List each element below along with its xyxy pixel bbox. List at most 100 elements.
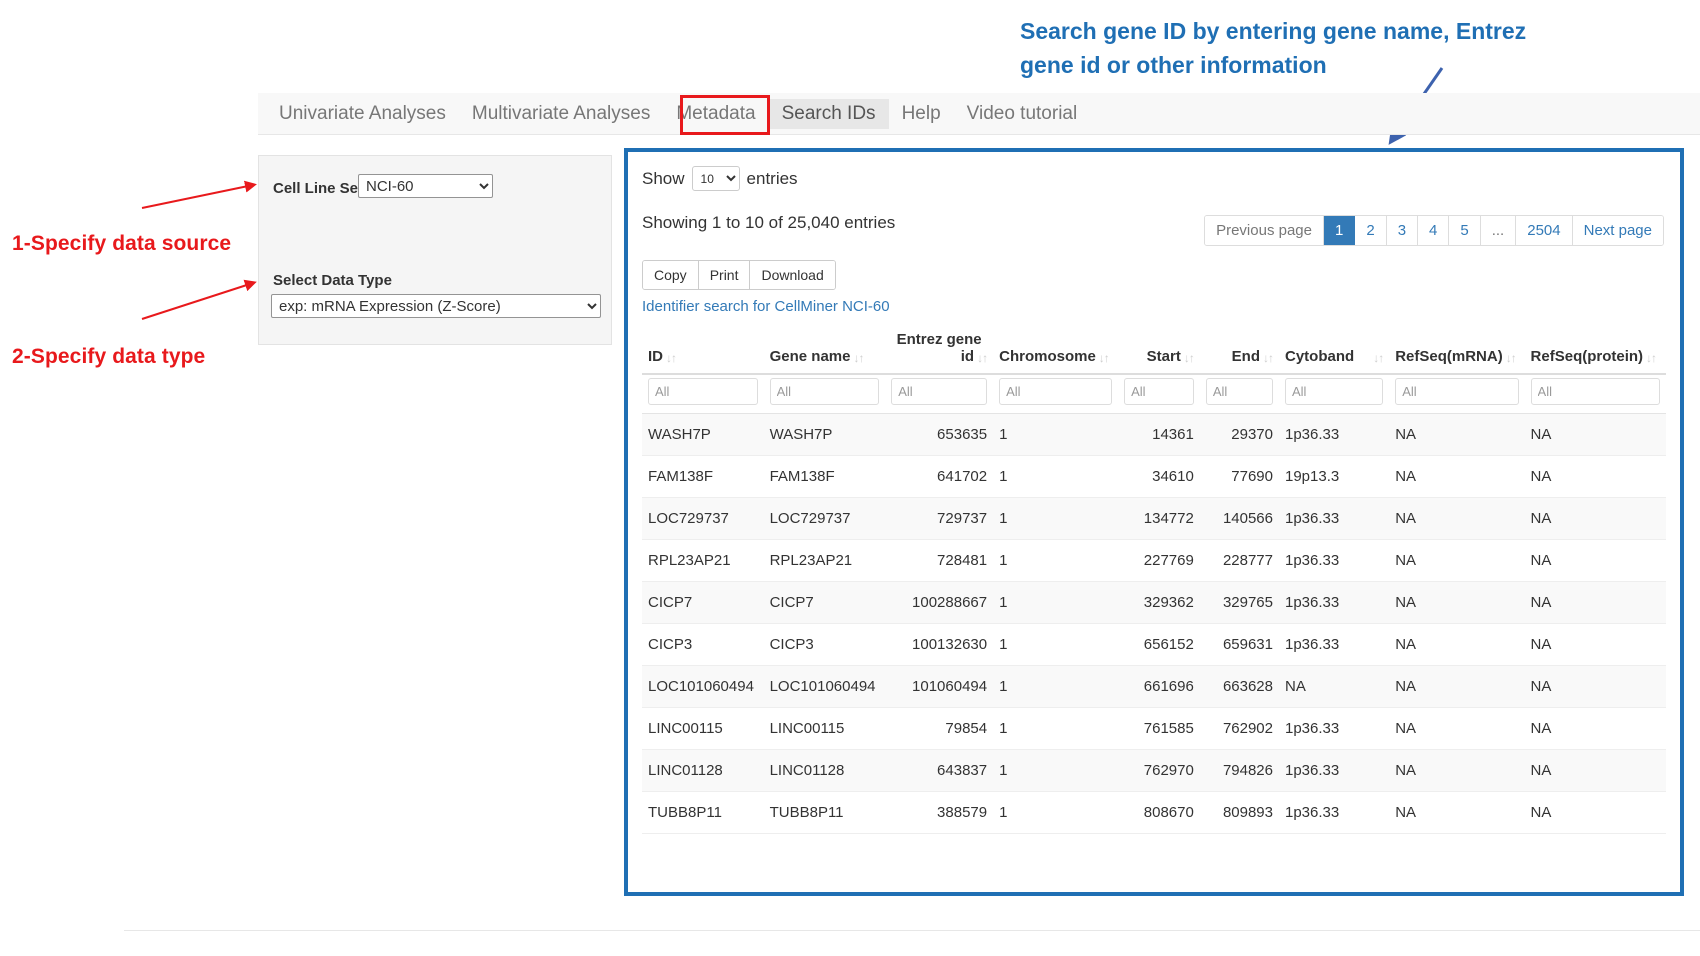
col-header-refseq-protein[interactable]: RefSeq(protein) ↓↑ [1524, 327, 1666, 375]
col-header-cytoband[interactable]: Cytoband ↓↑ [1279, 327, 1390, 375]
table-cell: 140566 [1199, 497, 1279, 540]
table-cell: 641702 [885, 455, 994, 498]
table-cell: LINC01128 [763, 749, 886, 792]
table-body: WASH7P WASH7P 653635 1 14361 29370 1p36.33 NA NA… [642, 413, 1666, 834]
filter-input-entrez-gene-id[interactable] [891, 378, 988, 405]
table-cell: 1 [993, 413, 1119, 456]
sidebar-panel: Cell Line Set NCI-60 Select Data Type ex… [258, 155, 612, 345]
table-cell: NA [1524, 413, 1666, 456]
table-cell: NA [1524, 707, 1666, 750]
sort-icon: ↓↑ [1098, 351, 1110, 365]
nav-item-search-ids[interactable]: Search IDs [768, 98, 889, 129]
search-ids-panel: Show 10 entries Showing 1 to 10 of 25,04… [624, 148, 1684, 896]
table-row[interactable]: WASH7P WASH7P 653635 1 14361 29370 1p36.33 NA NA [642, 413, 1666, 456]
table-cell: 762970 [1118, 749, 1200, 792]
table-row[interactable]: FAM138F FAM138F 641702 1 34610 77690 19p13.3 NA… [642, 455, 1666, 498]
table-cell: NA [1524, 791, 1666, 834]
table-cell: 1p36.33 [1279, 791, 1390, 834]
pagination-last-page[interactable]: 2504 [1516, 216, 1573, 245]
table-row[interactable]: LOC101060494 LOC101060494 101060494 1 661696… [642, 665, 1666, 708]
table-cell: 227769 [1118, 539, 1200, 582]
sort-icon: ↓↑ [666, 351, 677, 365]
table-row[interactable]: CICP7 CICP7 100288667 1 329362 329765 1p36.33 N… [642, 581, 1666, 624]
table-cell: 762902 [1199, 707, 1279, 750]
pagination-page-4[interactable]: 4 [1418, 216, 1450, 245]
identifier-search-link[interactable]: Identifier search for CellMiner NCI-60 [642, 298, 890, 315]
print-button[interactable]: Print [698, 261, 751, 289]
pagination-page-5[interactable]: 5 [1449, 216, 1481, 245]
table-cell: 1p36.33 [1279, 413, 1390, 456]
nav-item-help[interactable]: Help [901, 102, 941, 124]
showing-entries-info: Showing 1 to 10 of 25,040 entries [642, 213, 896, 232]
table-cell: NA [1524, 749, 1666, 792]
filter-cell-chromosome [993, 374, 1119, 414]
cell-line-set-label: Cell Line Set [273, 180, 364, 197]
table-cell: LINC00115 [642, 707, 764, 750]
copy-button[interactable]: Copy [643, 261, 699, 289]
table-cell: 1p36.33 [1279, 581, 1390, 624]
results-table-wrapper: ID ↓↑ Gene name ↓↑ Entrez gene id ↓↑ Chromo… [642, 327, 1666, 834]
pagination-next[interactable]: Next page [1572, 216, 1663, 245]
col-header-end[interactable]: End ↓↑ [1199, 327, 1279, 375]
top-annotation-line2: gene id or other information [1020, 52, 1327, 78]
table-row[interactable]: LOC729737 LOC729737 729737 1 134772 140566 1p3… [642, 497, 1666, 540]
col-header-refseq-mrna[interactable]: RefSeq(mRNA) ↓↑ [1389, 327, 1525, 375]
table-cell: NA [1524, 497, 1666, 540]
filter-input-id[interactable] [648, 378, 758, 405]
table-cell: 663628 [1199, 665, 1279, 708]
filter-input-cytoband[interactable] [1285, 378, 1384, 405]
pagination-page-2[interactable]: 2 [1355, 216, 1387, 245]
filter-input-end[interactable] [1205, 378, 1273, 405]
filter-input-start[interactable] [1124, 378, 1194, 405]
table-cell: 659631 [1199, 623, 1279, 666]
table-cell: 1 [993, 581, 1119, 624]
table-cell: CICP7 [642, 581, 764, 624]
table-cell: 1p36.33 [1279, 623, 1390, 666]
table-cell: 14361 [1118, 413, 1200, 456]
filter-cell-gene-name [763, 374, 886, 414]
table-cell: NA [1524, 539, 1666, 582]
entries-label: entries [746, 168, 798, 188]
filter-input-gene-name[interactable] [769, 378, 880, 405]
table-cell: 1p36.33 [1279, 497, 1390, 540]
sort-icon: ↓↑ [1263, 351, 1274, 365]
sort-icon: ↓↑ [1183, 351, 1195, 365]
table-row[interactable]: TUBB8P11 TUBB8P11 388579 1 808670 809893 1p36.… [642, 791, 1666, 834]
col-header-start[interactable]: Start ↓↑ [1118, 327, 1200, 375]
download-button[interactable]: Download [750, 261, 835, 289]
filter-input-refseq-mrna[interactable] [1395, 378, 1519, 405]
nav-item-univariate-analyses[interactable]: Univariate Analyses [279, 102, 446, 124]
pagination-page-3[interactable]: 3 [1386, 216, 1419, 245]
table-cell: NA [1524, 455, 1666, 498]
table-row[interactable]: LINC01128 LINC01128 643837 1 762970 794826 1p3… [642, 749, 1666, 792]
cell-line-set-select[interactable]: NCI-60 [358, 174, 493, 198]
table-row[interactable]: RPL23AP21 RPL23AP21 728481 1 227769 228777 1p3… [642, 539, 1666, 582]
data-type-select[interactable]: exp: mRNA Expression (Z-Score) [271, 294, 601, 318]
table-cell: 643837 [885, 749, 994, 792]
nav-item-metadata[interactable]: Metadata [676, 102, 756, 124]
col-header-entrez-gene-id[interactable]: Entrez gene id ↓↑ [885, 327, 994, 375]
pagination-page-1[interactable]: 1 [1324, 216, 1356, 245]
select-data-type-label: Select Data Type [273, 272, 392, 289]
pagination-previous[interactable]: Previous page [1205, 216, 1324, 245]
table-row[interactable]: CICP3 CICP3 100132630 1 656152 659631 1p36.33 N… [642, 623, 1666, 666]
table-cell: 809893 [1199, 791, 1279, 834]
nav-item-multivariate-analyses[interactable]: Multivariate Analyses [471, 102, 651, 124]
table-cell: NA [1524, 665, 1666, 708]
filter-input-chromosome[interactable] [999, 378, 1113, 405]
col-header-id[interactable]: ID ↓↑ [642, 327, 764, 375]
table-cell: 1 [993, 707, 1119, 750]
table-cell: NA [1389, 665, 1525, 708]
nav-item-video-tutorial[interactable]: Video tutorial [966, 102, 1078, 124]
sort-icon: ↓↑ [977, 351, 988, 365]
page-length-select[interactable]: 10 [691, 166, 740, 191]
table-cell: 794826 [1199, 749, 1279, 792]
table-row[interactable]: LINC00115 LINC00115 79854 1 761585 762902 1p36… [642, 707, 1666, 750]
table-cell: 77690 [1199, 455, 1279, 498]
col-header-chromosome[interactable]: Chromosome ↓↑ [993, 327, 1119, 375]
table-cell: 19p13.3 [1279, 455, 1390, 498]
col-header-gene-name[interactable]: Gene name ↓↑ [763, 327, 886, 375]
filter-input-refseq-protein[interactable] [1530, 378, 1660, 405]
table-cell: 808670 [1118, 791, 1200, 834]
table-cell: 1 [993, 539, 1119, 582]
